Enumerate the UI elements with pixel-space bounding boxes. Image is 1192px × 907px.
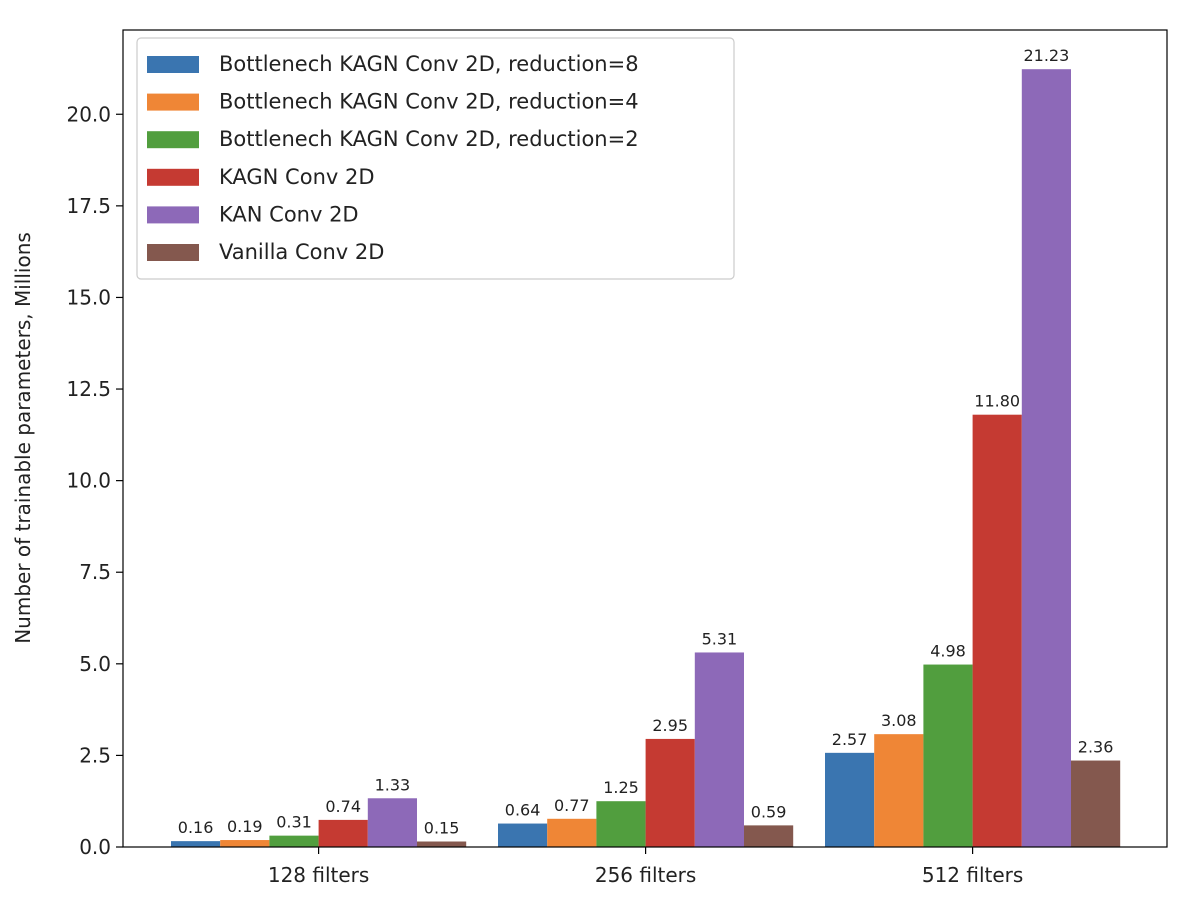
x-tick-label: 128 filters — [268, 863, 369, 887]
data-labels-layer: 0.16 0.64 2.57 0.19 0.77 3.08 0.31 1.25 4.98 0.74… — [178, 46, 1114, 837]
bar-2-1 — [220, 840, 270, 847]
data-label: 0.19 — [227, 817, 263, 836]
data-label: 3.08 — [881, 711, 917, 730]
data-label: 0.77 — [554, 796, 590, 815]
y-tick-label: 20.0 — [66, 102, 111, 126]
legend-box — [136, 37, 735, 280]
bar-4-3 — [972, 414, 1022, 847]
data-label: 0.74 — [325, 797, 361, 816]
y-tick-label: 10.0 — [66, 469, 111, 493]
data-label: 1.33 — [375, 775, 411, 794]
legend: Bottlenech KAGN Conv 2D, reduction=8 Bott… — [136, 37, 735, 280]
bar-4-2 — [645, 738, 695, 847]
bar-3-1 — [269, 835, 319, 847]
y-axis-label: Number of trainable parameters, Millions — [11, 232, 35, 644]
bar-1-1 — [171, 841, 221, 847]
data-label: 2.57 — [832, 730, 868, 749]
legend-entry-label: Bottlenech KAGN Conv 2D, reduction=2 — [219, 127, 639, 151]
bar-3-3 — [923, 664, 973, 847]
y-tick-label: 0.0 — [79, 835, 111, 859]
bar-5-2 — [694, 652, 744, 847]
legend-swatch — [147, 244, 199, 261]
bar-2-2 — [547, 818, 597, 847]
y-tick-label: 15.0 — [66, 285, 111, 309]
x-tick-label: 256 filters — [595, 863, 696, 887]
bar-1-2 — [498, 823, 548, 847]
y-tick-label: 17.5 — [66, 194, 111, 218]
legend-entry-label: KAN Conv 2D — [219, 202, 359, 226]
legend-swatch — [147, 56, 199, 73]
bar-4-1 — [318, 819, 368, 847]
data-label: 0.59 — [751, 802, 787, 821]
data-label: 0.31 — [276, 813, 312, 832]
legend-swatch — [147, 168, 199, 186]
bar-3-2 — [596, 801, 646, 847]
data-label: 21.23 — [1023, 46, 1069, 65]
bars-layer — [171, 69, 1121, 847]
bar-5-3 — [1021, 69, 1071, 847]
bar-6-2 — [744, 825, 794, 847]
bar-6-1 — [417, 841, 467, 847]
legend-swatch — [147, 131, 199, 149]
legend-entry-label: Bottlenech KAGN Conv 2D, reduction=4 — [219, 90, 639, 114]
data-label: 2.95 — [652, 716, 688, 735]
data-label: 0.15 — [424, 819, 460, 838]
x-tick-label: 512 filters — [922, 863, 1023, 887]
legend-entry-label: KAGN Conv 2D — [219, 165, 375, 189]
y-tick-label: 5.0 — [79, 652, 111, 676]
data-label: 0.64 — [505, 801, 541, 820]
data-label: 0.16 — [178, 818, 214, 837]
bar-6-3 — [1071, 760, 1121, 847]
data-label: 5.31 — [702, 629, 738, 648]
bar-5-1 — [367, 798, 417, 847]
data-label: 4.98 — [930, 642, 966, 661]
axes-layer: 0.0 2.5 5.0 7.5 10.0 12.5 15.0 17.5 20.0 128 filt… — [66, 29, 1168, 887]
data-label: 11.80 — [974, 392, 1020, 411]
bar-1-3 — [825, 752, 875, 847]
legend-swatch — [147, 93, 199, 111]
bar-2-3 — [874, 734, 924, 847]
y-tick-label: 12.5 — [66, 377, 111, 401]
y-tick-label: 7.5 — [79, 560, 111, 584]
data-label: 1.25 — [603, 778, 639, 797]
legend-entry-label: Bottlenech KAGN Conv 2D, reduction=8 — [219, 52, 639, 76]
legend-entry-label: Vanilla Conv 2D — [219, 240, 384, 264]
legend-swatch — [147, 206, 199, 224]
data-label: 2.36 — [1078, 738, 1114, 757]
y-tick-label: 2.5 — [79, 743, 111, 767]
